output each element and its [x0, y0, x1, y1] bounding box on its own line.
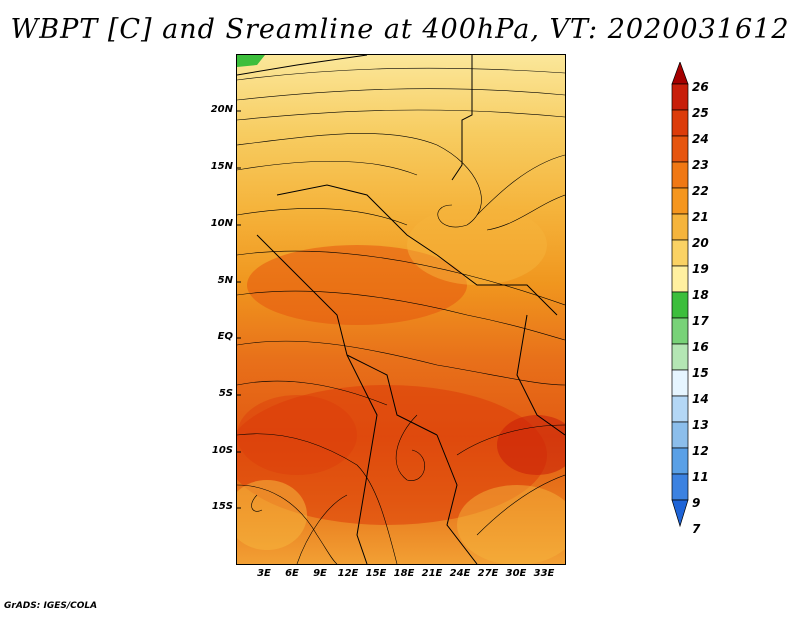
- country-borders: [237, 55, 565, 564]
- streamlines: [237, 67, 565, 564]
- lon-label: 21E: [421, 568, 443, 579]
- colorbar-label: 7: [692, 522, 701, 536]
- colorbar-swatch: [671, 369, 689, 397]
- colorbar-label: 24: [692, 132, 709, 146]
- colorbar-label: 13: [692, 418, 709, 432]
- colorbar-swatch: [671, 265, 689, 293]
- colorbar-swatch: [671, 499, 689, 528]
- lon-label: 27E: [477, 568, 499, 579]
- colorbar-swatch: [671, 109, 689, 137]
- colorbar-swatch: [671, 317, 689, 345]
- colorbar-label: 26: [692, 80, 709, 94]
- lat-label: EQ: [217, 331, 233, 342]
- lon-label: 6E: [285, 568, 299, 579]
- lat-label: 5N: [217, 275, 233, 286]
- colorbar-swatch: [671, 421, 689, 449]
- lon-label: 30E: [505, 568, 527, 579]
- colorbar-label: 23: [692, 158, 709, 172]
- colorbar-swatch: [671, 187, 689, 215]
- colorbar-label: 15: [692, 366, 709, 380]
- lat-label: 5S: [218, 388, 233, 399]
- colorbar-swatch: [671, 161, 689, 189]
- colorbar-label: 18: [692, 288, 709, 302]
- colorbar-label: 22: [692, 184, 709, 198]
- colorbar-swatch: [671, 213, 689, 241]
- colorbar-swatch: [671, 395, 689, 423]
- map-panel: [236, 54, 566, 565]
- colorbar-label: 25: [692, 106, 709, 120]
- lat-label: 15N: [210, 161, 233, 172]
- lat-label: 10S: [211, 445, 233, 456]
- chart-title: WBPT [C] and Sreamline at 400hPa, VT: 20…: [10, 14, 790, 45]
- lon-label: 15E: [365, 568, 387, 579]
- colorbar-swatch: [671, 239, 689, 267]
- colorbar: [671, 62, 689, 528]
- colorbar-label: 9: [692, 496, 701, 510]
- colorbar-label: 16: [692, 340, 709, 354]
- credit-text: GrADS: IGES/COLA: [4, 601, 98, 611]
- colorbar-label: 19: [692, 262, 709, 276]
- wbpt-map: [237, 55, 565, 564]
- lon-label: 33E: [533, 568, 555, 579]
- warm-region: [497, 415, 565, 475]
- lon-label: 12E: [337, 568, 359, 579]
- colorbar-label: 21: [692, 210, 709, 224]
- colorbar-swatch: [671, 473, 689, 501]
- lon-label: 18E: [393, 568, 415, 579]
- lon-label: 9E: [313, 568, 327, 579]
- cool-region: [407, 205, 547, 285]
- colorbar-swatch: [671, 135, 689, 163]
- lat-label: 15S: [211, 501, 233, 512]
- colorbar-label: 20: [692, 236, 709, 250]
- cool-region: [457, 485, 565, 564]
- colorbar-swatch: [671, 83, 689, 111]
- lat-label: 20N: [210, 104, 233, 115]
- warm-region: [247, 245, 467, 325]
- colorbar-label: 12: [692, 444, 709, 458]
- warm-region: [237, 395, 357, 475]
- lon-label: 3E: [257, 568, 271, 579]
- lon-label: 24E: [449, 568, 471, 579]
- colorbar-swatch: [671, 62, 689, 85]
- cool-patch: [237, 55, 265, 67]
- colorbar-swatch: [671, 447, 689, 475]
- warm-region: [237, 385, 547, 525]
- lat-ticks: [237, 110, 241, 509]
- colorbar-label: 14: [692, 392, 709, 406]
- lat-label: 10N: [210, 218, 233, 229]
- colorbar-swatch: [671, 291, 689, 319]
- colorbar-label: 17: [692, 314, 709, 328]
- colorbar-label: 11: [692, 470, 709, 484]
- colorbar-swatch: [671, 343, 689, 371]
